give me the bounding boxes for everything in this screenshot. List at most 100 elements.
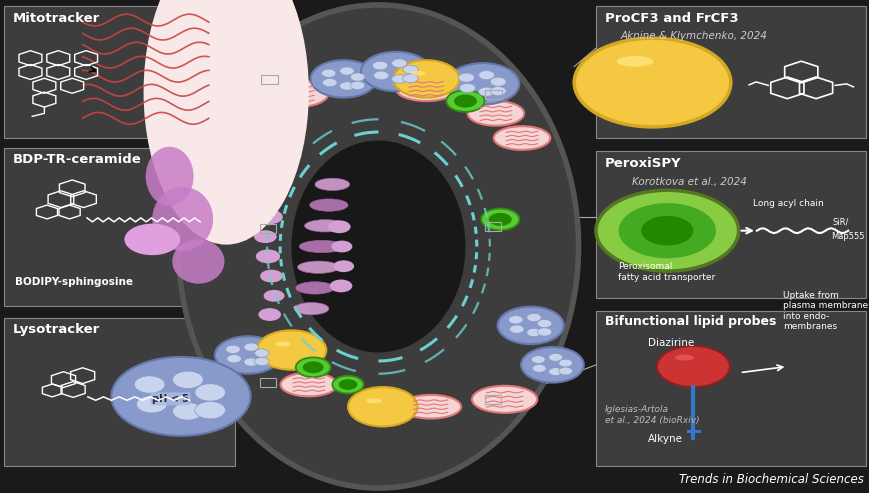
Ellipse shape xyxy=(143,0,308,245)
Circle shape xyxy=(361,52,430,91)
Circle shape xyxy=(255,349,269,357)
Circle shape xyxy=(256,210,282,224)
FancyBboxPatch shape xyxy=(4,318,235,466)
Circle shape xyxy=(488,213,511,226)
Circle shape xyxy=(508,316,522,324)
Circle shape xyxy=(350,73,364,81)
Circle shape xyxy=(322,69,335,77)
Circle shape xyxy=(459,83,475,93)
Circle shape xyxy=(478,87,494,96)
Circle shape xyxy=(295,357,330,377)
Circle shape xyxy=(258,308,281,321)
Circle shape xyxy=(350,81,364,90)
Circle shape xyxy=(656,346,729,387)
Circle shape xyxy=(446,63,519,105)
Text: Diazirine: Diazirine xyxy=(647,338,693,349)
Ellipse shape xyxy=(294,302,328,315)
Circle shape xyxy=(111,357,250,436)
Text: Uptake from
plasma membrane
into endo-
membranes: Uptake from plasma membrane into endo- m… xyxy=(782,291,867,331)
Ellipse shape xyxy=(674,354,693,360)
Text: Bifunctional lipid probes: Bifunctional lipid probes xyxy=(604,316,775,328)
Circle shape xyxy=(478,70,494,80)
Ellipse shape xyxy=(281,373,337,396)
Ellipse shape xyxy=(295,282,334,294)
Circle shape xyxy=(574,38,730,127)
Circle shape xyxy=(393,60,459,98)
Circle shape xyxy=(595,190,738,271)
Circle shape xyxy=(215,336,281,374)
Circle shape xyxy=(481,209,519,230)
Circle shape xyxy=(558,367,572,375)
FancyBboxPatch shape xyxy=(4,6,235,138)
Text: Map555: Map555 xyxy=(830,233,864,242)
Circle shape xyxy=(333,260,354,272)
Circle shape xyxy=(402,65,418,74)
Circle shape xyxy=(618,203,715,258)
Circle shape xyxy=(136,395,167,413)
Circle shape xyxy=(537,319,551,328)
Circle shape xyxy=(526,314,541,321)
Text: PeroxiSPY: PeroxiSPY xyxy=(604,157,680,170)
Circle shape xyxy=(446,90,484,112)
Ellipse shape xyxy=(309,199,348,211)
Circle shape xyxy=(454,95,476,107)
Circle shape xyxy=(548,353,562,361)
Circle shape xyxy=(537,328,551,336)
Text: Iglesias-Artola
et al., 2024 (bioRxiv): Iglesias-Artola et al., 2024 (bioRxiv) xyxy=(604,405,699,424)
Circle shape xyxy=(260,270,282,282)
Ellipse shape xyxy=(297,261,339,273)
FancyBboxPatch shape xyxy=(595,311,865,466)
Circle shape xyxy=(243,358,258,366)
Circle shape xyxy=(255,249,280,263)
Circle shape xyxy=(489,86,506,96)
Circle shape xyxy=(497,307,563,344)
Circle shape xyxy=(302,361,323,373)
Circle shape xyxy=(391,74,407,83)
Circle shape xyxy=(328,220,350,233)
Circle shape xyxy=(195,401,225,419)
Circle shape xyxy=(526,328,541,337)
Ellipse shape xyxy=(468,101,523,126)
Text: Alkyne: Alkyne xyxy=(647,434,682,444)
Ellipse shape xyxy=(145,147,194,206)
Ellipse shape xyxy=(172,239,224,283)
Circle shape xyxy=(322,78,336,87)
Text: pH < 5: pH < 5 xyxy=(152,394,189,404)
Circle shape xyxy=(338,379,357,390)
Circle shape xyxy=(263,290,284,302)
Ellipse shape xyxy=(262,80,328,107)
Circle shape xyxy=(195,384,225,401)
Circle shape xyxy=(558,359,572,367)
Circle shape xyxy=(531,355,545,363)
Circle shape xyxy=(348,387,417,426)
Ellipse shape xyxy=(291,141,465,352)
Text: BODIPY-sphingosine: BODIPY-sphingosine xyxy=(15,277,133,287)
Circle shape xyxy=(172,403,203,420)
Ellipse shape xyxy=(410,71,425,75)
Ellipse shape xyxy=(299,241,344,253)
Circle shape xyxy=(329,280,352,292)
Ellipse shape xyxy=(366,398,381,403)
Text: Trends in Biochemical Sciences: Trends in Biochemical Sciences xyxy=(678,473,863,486)
Circle shape xyxy=(254,230,276,243)
Text: BDP-TR-ceramide: BDP-TR-ceramide xyxy=(13,153,142,166)
Ellipse shape xyxy=(471,386,537,413)
Ellipse shape xyxy=(400,395,461,419)
Circle shape xyxy=(640,216,693,246)
Circle shape xyxy=(134,376,165,393)
Text: SiR/: SiR/ xyxy=(832,218,848,227)
Circle shape xyxy=(521,347,583,383)
Circle shape xyxy=(124,224,180,255)
Circle shape xyxy=(391,59,407,68)
Circle shape xyxy=(532,364,546,372)
Ellipse shape xyxy=(178,5,578,488)
Circle shape xyxy=(243,343,258,351)
Circle shape xyxy=(226,345,240,353)
Circle shape xyxy=(548,368,562,376)
Ellipse shape xyxy=(275,342,290,347)
Circle shape xyxy=(256,330,326,370)
Circle shape xyxy=(172,371,203,388)
Circle shape xyxy=(458,73,474,82)
Ellipse shape xyxy=(494,126,549,150)
Circle shape xyxy=(255,357,269,366)
